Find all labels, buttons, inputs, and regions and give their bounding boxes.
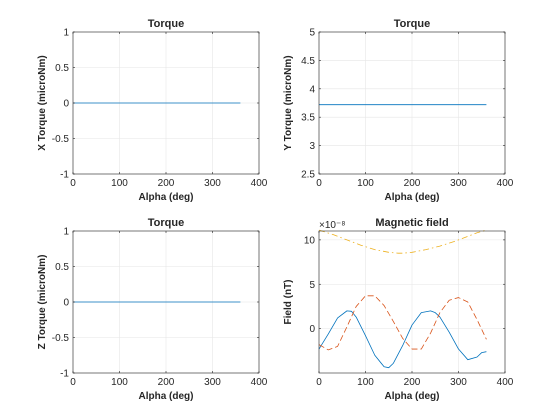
x-tick-label-4-4: 400 [497,377,514,388]
x-tick-label-2-4: 400 [497,178,514,189]
x-tick-label-1-1: 100 [111,178,128,189]
y-axis-label-2: Y Torque (microNm) [283,55,294,150]
x-tick-label-1-3: 300 [204,178,221,189]
y-tick-label-1-0: -1 [60,170,69,181]
x-axis-label-4: Alpha (deg) [385,391,440,402]
x-tick-label-1-4: 400 [251,178,268,189]
y-tick-label-3-3: 0.5 [55,262,69,273]
y-tick-label-2-3: 4 [309,84,315,95]
x-tick-label-3-1: 100 [111,377,128,388]
x-tick-label-4-1: 100 [357,377,374,388]
y-axis-label-4: Field (nT) [283,280,294,325]
x-tick-label-4-0: 0 [316,377,322,388]
y-tick-label-3-4: 1 [63,227,69,238]
chart-title-1: Torque [148,18,184,30]
y-axis-label-3: Z Torque (microNm) [37,255,48,350]
x-axis-label-1: Alpha (deg) [139,192,194,203]
y-tick-label-1-4: 1 [63,28,69,39]
y-tick-label-1-3: 0.5 [55,63,69,74]
y-axis-exponent-label-4: ×10⁻⁸ [319,220,345,231]
y-tick-label-2-2: 3.5 [301,113,315,124]
y-tick-label-1-2: 0 [63,99,69,110]
y-tick-label-3-0: -1 [60,369,69,380]
series-line-4-3 [318,229,487,254]
y-tick-label-2-1: 3 [309,141,315,152]
x-tick-label-1-2: 200 [158,178,175,189]
chart-title-3: Torque [148,217,184,229]
y-tick-label-2-5: 5 [309,28,315,39]
y-tick-label-2-0: 2.5 [301,170,315,181]
y-tick-label-3-2: 0 [63,298,69,309]
x-tick-label-4-2: 200 [404,377,421,388]
y-tick-label-4-2: 10 [304,235,316,246]
y-axis-label-1: X Torque (microNm) [37,55,48,150]
x-tick-label-3-0: 0 [70,377,76,388]
y-tick-label-4-0: 0 [309,324,315,335]
chart-title-4: Magnetic field [375,217,448,229]
x-tick-label-2-2: 200 [404,178,421,189]
x-tick-label-3-3: 300 [204,377,221,388]
series-line-4-1 [318,310,487,369]
x-tick-label-1-0: 0 [70,178,76,189]
series-line-4-2 [318,295,487,351]
x-tick-label-3-4: 400 [251,377,268,388]
y-tick-label-2-4: 4.5 [301,56,315,67]
x-tick-label-2-0: 0 [316,178,322,189]
y-tick-label-3-1: -0.5 [52,333,70,344]
x-tick-label-2-1: 100 [357,178,374,189]
y-tick-label-4-1: 5 [309,280,315,291]
chart-title-2: Torque [394,18,430,30]
x-axis-label-3: Alpha (deg) [139,391,194,402]
x-tick-label-4-3: 300 [450,377,467,388]
x-tick-label-3-2: 200 [158,377,175,388]
y-tick-label-1-1: -0.5 [52,134,70,145]
x-axis-label-2: Alpha (deg) [385,192,440,203]
x-tick-label-2-3: 300 [450,178,467,189]
